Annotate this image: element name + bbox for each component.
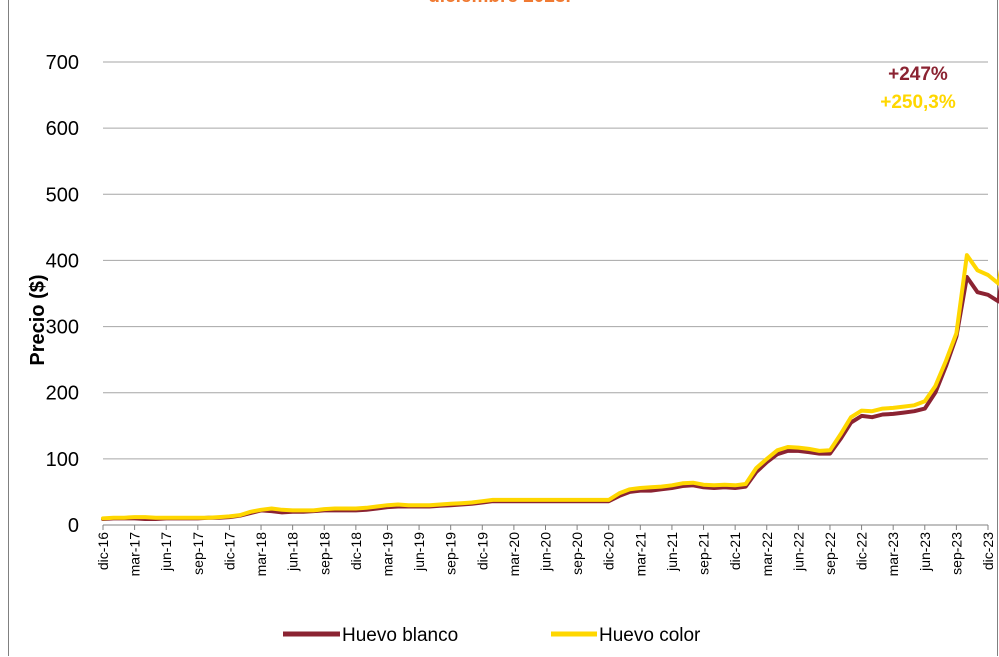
x-tick-label: mar-21 — [632, 532, 648, 577]
y-tick-label: 400 — [46, 250, 79, 272]
x-tick-label: sep-18 — [316, 532, 332, 575]
series-annotation-0: +247% — [888, 64, 948, 85]
x-tick-label: dic-16 — [95, 532, 111, 570]
y-tick-label: 700 — [46, 52, 79, 74]
legend-label-0: Huevo blanco — [342, 625, 458, 646]
x-tick-label: jun-19 — [411, 532, 427, 572]
x-tick-label: jun-21 — [664, 532, 680, 572]
x-tick-label: sep-21 — [696, 532, 712, 575]
chart-frame — [8, 0, 998, 656]
x-tick-label: mar-19 — [379, 532, 395, 577]
series-annotation-1: +250,3% — [880, 92, 956, 113]
x-tick-label: mar-18 — [253, 532, 269, 577]
x-tick-label: jun-17 — [158, 532, 174, 572]
series-lines — [101, 253, 999, 521]
x-tick-label: sep-19 — [443, 532, 459, 575]
x-tick-label: jun-23 — [917, 532, 933, 572]
gridlines — [103, 61, 988, 526]
x-tick-label: dic-19 — [474, 532, 490, 570]
legend-label-1: Huevo color — [599, 625, 701, 646]
chart-title: diciembre 2023. — [0, 0, 999, 8]
x-tick-label: dic-17 — [221, 532, 237, 570]
x-tick-label: dic-18 — [348, 532, 364, 570]
x-tick-label: jun-18 — [285, 532, 301, 572]
x-tick-label: dic-21 — [727, 532, 743, 570]
x-tick-label: dic-22 — [854, 532, 870, 570]
x-tick-label: jun-22 — [790, 532, 806, 572]
x-tick-label: sep-22 — [822, 532, 838, 575]
series-line-1 — [101, 253, 999, 521]
x-tick-label: sep-20 — [569, 532, 585, 575]
x-tick-label: sep-17 — [190, 532, 206, 575]
y-tick-labels: 0 100 200 300 400 500 600 700 — [46, 52, 79, 537]
series-annotations: +247% +250,3% — [880, 64, 956, 113]
x-tick-label: sep-23 — [948, 532, 964, 575]
y-tick-label: 0 — [68, 515, 79, 537]
x-tick-label: dic-20 — [601, 532, 617, 570]
y-tick-label: 200 — [46, 383, 79, 405]
series-line-0 — [101, 275, 999, 521]
x-tick-label: mar-20 — [506, 532, 522, 577]
y-axis-label: Precio ($) — [27, 274, 49, 365]
x-tick-label: mar-23 — [885, 532, 901, 577]
y-tick-label: 100 — [46, 449, 79, 471]
x-tick-label: mar-17 — [127, 532, 143, 577]
y-tick-label: 600 — [46, 118, 79, 140]
y-tick-label: 500 — [46, 184, 79, 206]
legend: Huevo blanco Huevo color — [283, 625, 701, 646]
x-tick-label: dic-23 — [980, 532, 996, 570]
x-tick-label: jun-20 — [538, 532, 554, 572]
y-tick-label: 300 — [46, 317, 79, 339]
x-tick-label: mar-22 — [759, 532, 775, 577]
x-tick-labels: dic-16 mar-17 jun-17 sep-17 dic-17 mar-18 jun-… — [95, 525, 996, 576]
